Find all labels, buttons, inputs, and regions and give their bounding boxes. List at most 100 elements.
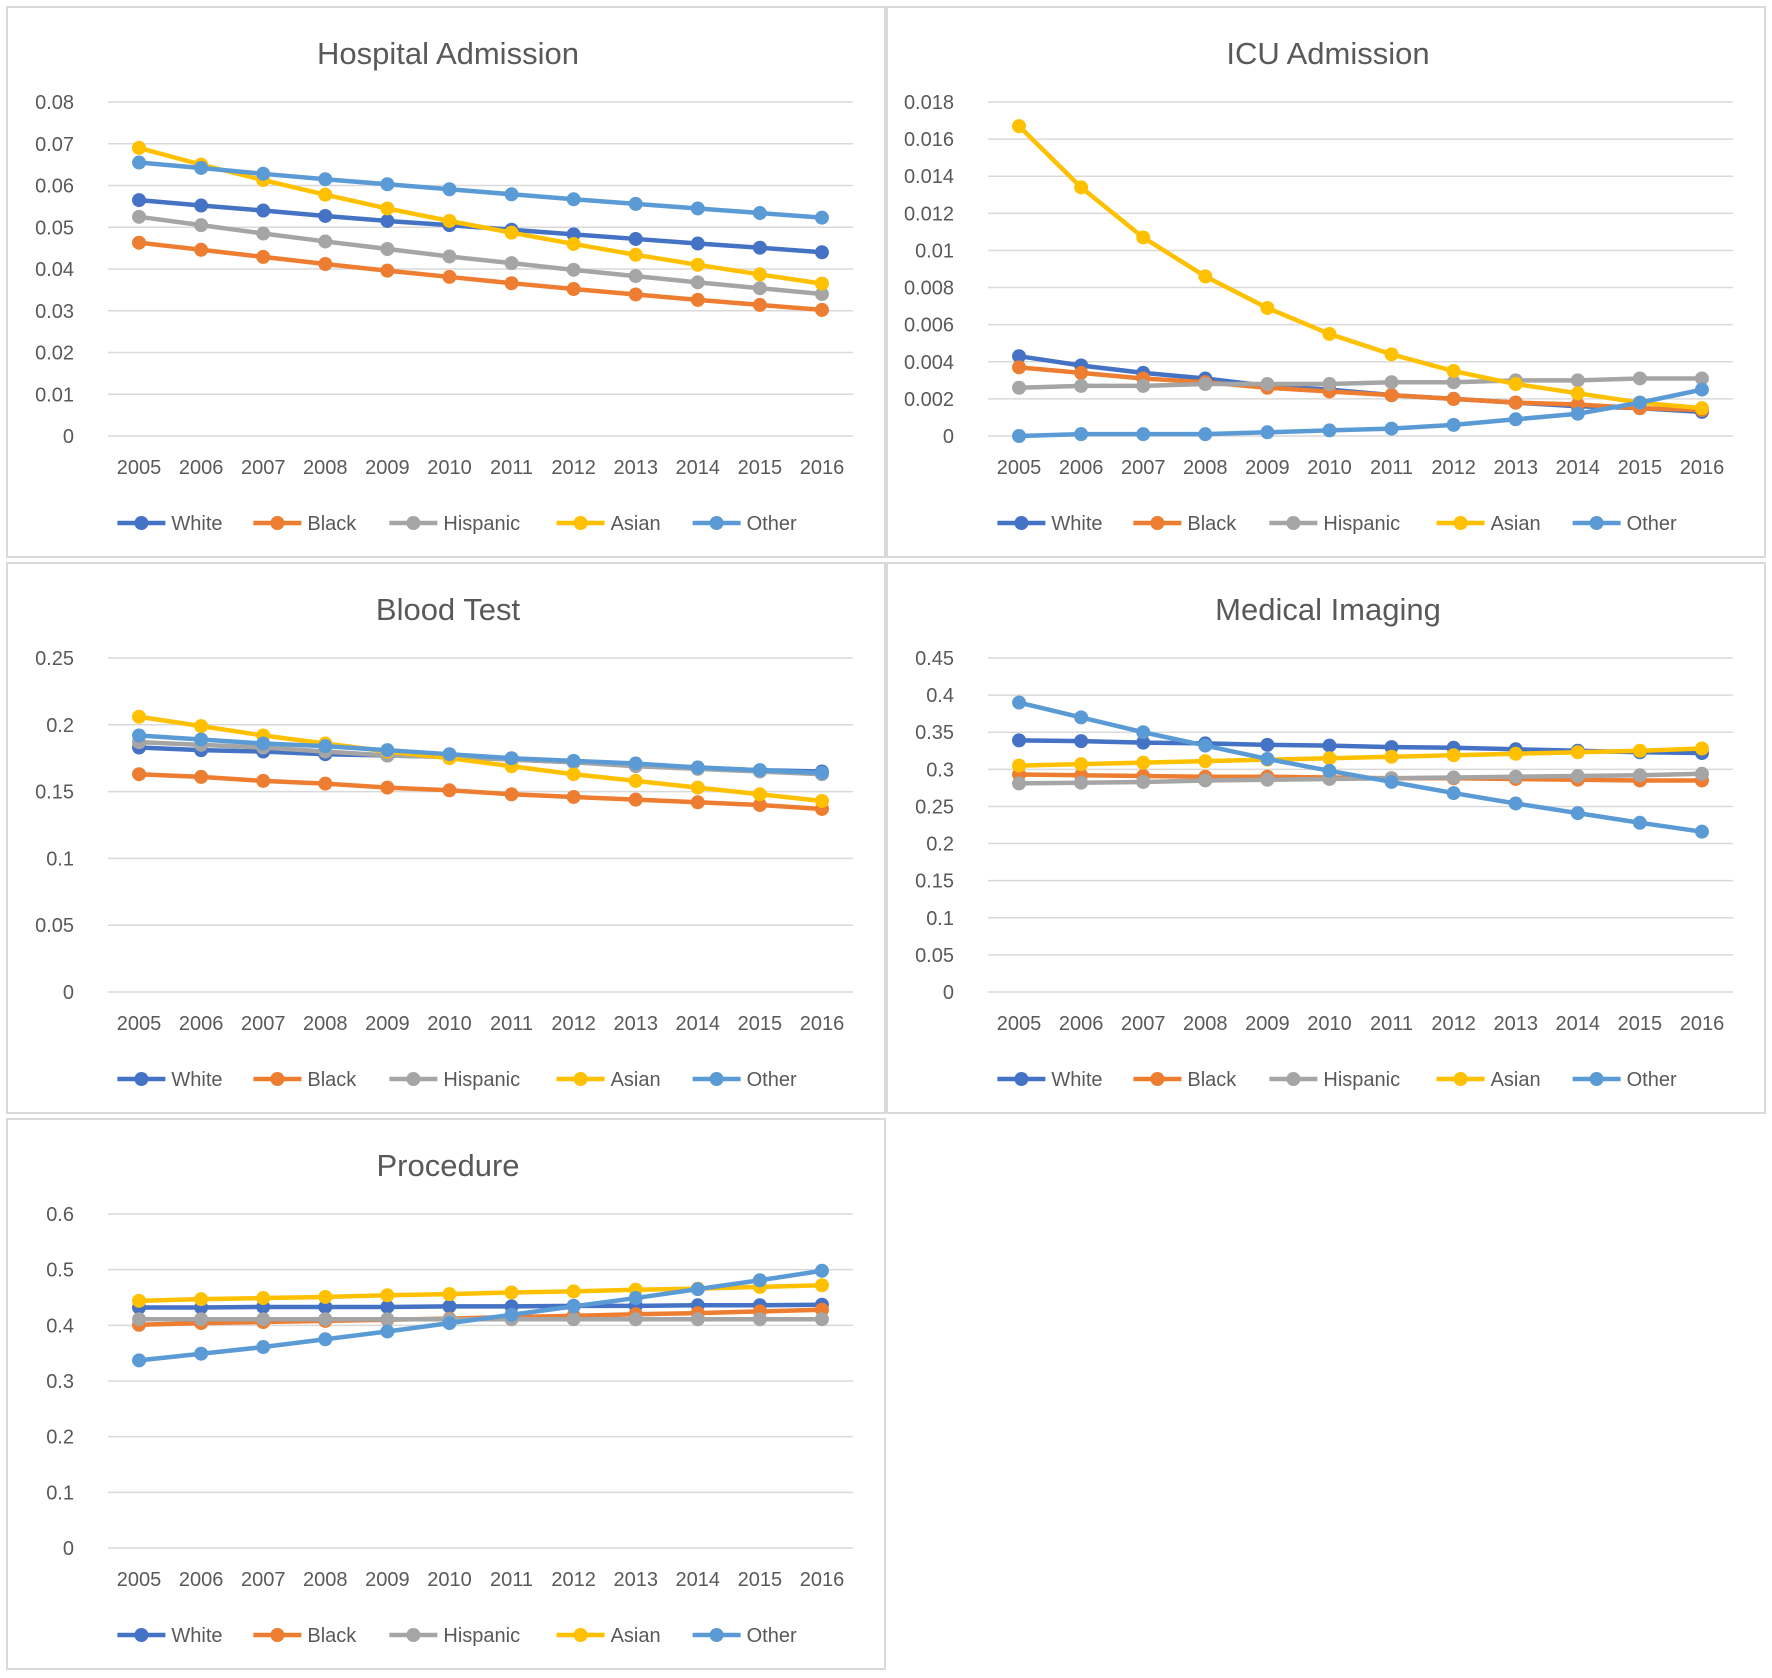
legend-label: Black xyxy=(1187,1069,1237,1091)
data-point-asian xyxy=(504,1285,519,1300)
legend-marker-icon xyxy=(406,1072,421,1086)
legend-marker-icon xyxy=(270,1628,285,1642)
chart-panel-hospital-admission: Hospital Admission 0 0.01 0.02 0.03 0.04 0.05 0… xyxy=(6,6,886,558)
series-line-black xyxy=(136,771,825,812)
legend-marker-icon xyxy=(134,516,149,530)
legend-item-black: Black xyxy=(1133,513,1237,535)
data-point-other xyxy=(1136,427,1151,442)
y-tick-label: 0.25 xyxy=(915,796,954,818)
x-tick-label: 2007 xyxy=(241,1569,286,1591)
data-point-asian xyxy=(1322,326,1337,341)
legend-item-asian: Asian xyxy=(556,1625,661,1647)
data-point-hispanic xyxy=(1570,373,1585,388)
data-point-black xyxy=(504,276,519,291)
data-point-hispanic xyxy=(1322,377,1337,392)
data-point-white xyxy=(1012,349,1027,364)
data-point-other xyxy=(132,155,147,170)
data-point-other xyxy=(1322,423,1337,438)
y-tick-label: 0.15 xyxy=(915,871,954,893)
series-other xyxy=(132,155,829,225)
data-point-hispanic xyxy=(194,218,209,233)
data-point-asian xyxy=(752,267,767,282)
data-point-asian xyxy=(318,1289,333,1304)
x-tick-label: 2006 xyxy=(179,1013,224,1035)
data-point-other xyxy=(1632,815,1647,830)
data-point-hispanic xyxy=(1446,770,1461,785)
data-point-asian xyxy=(1508,746,1523,761)
data-point-other xyxy=(1632,395,1647,410)
legend-marker-icon xyxy=(270,1072,285,1086)
x-tick-label: 2008 xyxy=(1183,1013,1228,1035)
chart-title: Blood Test xyxy=(376,592,521,627)
data-point-other xyxy=(318,1332,333,1347)
data-point-other xyxy=(1508,412,1523,427)
data-point-asian xyxy=(380,201,395,216)
data-point-black xyxy=(256,249,271,264)
legend-item-other: Other xyxy=(1572,1069,1677,1091)
data-point-black xyxy=(442,783,457,798)
data-point-hispanic xyxy=(380,1312,395,1327)
legend-item-other: Other xyxy=(692,513,797,535)
data-point-hispanic xyxy=(814,1312,829,1327)
x-tick-label: 2012 xyxy=(551,457,596,479)
data-point-hispanic xyxy=(1694,371,1709,386)
data-point-hispanic xyxy=(256,226,271,241)
series-asian xyxy=(1012,741,1709,773)
data-point-white xyxy=(194,198,209,213)
series-white xyxy=(132,1297,829,1315)
chart-title: Hospital Admission xyxy=(317,36,579,71)
data-point-white xyxy=(566,227,581,242)
data-point-asian xyxy=(628,247,643,262)
data-point-black xyxy=(752,797,767,812)
data-point-asian xyxy=(1012,119,1027,134)
legend-marker-icon xyxy=(709,516,724,530)
y-tick-label: 0.5 xyxy=(46,1260,74,1282)
y-tick-label: 0.05 xyxy=(35,915,74,937)
series-line-hispanic xyxy=(136,214,825,297)
data-point-other xyxy=(1260,751,1275,766)
y-tick-label: 0.06 xyxy=(35,176,74,198)
y-tick-label: 0.2 xyxy=(46,1427,74,1449)
x-tick-label: 2005 xyxy=(997,457,1041,479)
legend-label: Asian xyxy=(1491,513,1541,535)
x-tick-label: 2009 xyxy=(365,457,410,479)
data-point-other xyxy=(194,732,209,747)
data-point-black xyxy=(194,242,209,257)
data-point-asian xyxy=(132,140,147,155)
legend-marker-icon xyxy=(1453,516,1468,530)
data-point-other xyxy=(1012,429,1027,443)
series-black xyxy=(132,235,829,317)
data-point-other xyxy=(1384,421,1399,436)
x-tick-label: 2007 xyxy=(1121,1013,1166,1035)
data-point-hispanic xyxy=(1198,773,1213,788)
data-point-asian xyxy=(1198,754,1213,769)
x-tick-label: 2012 xyxy=(1431,457,1476,479)
data-point-hispanic xyxy=(132,1312,147,1327)
y-tick-label: 0.04 xyxy=(35,259,74,281)
y-tick-label: 0.004 xyxy=(904,352,954,374)
y-tick-label: 0.008 xyxy=(904,278,954,300)
legend-item-other: Other xyxy=(1572,513,1677,535)
x-tick-label: 2014 xyxy=(676,1569,721,1591)
data-point-other xyxy=(1694,382,1709,397)
data-point-hispanic xyxy=(1260,377,1275,392)
y-tick-label: 0.4 xyxy=(46,1315,74,1337)
legend-label: Other xyxy=(1627,1069,1677,1091)
x-tick-label: 2008 xyxy=(303,1569,348,1591)
data-point-hispanic xyxy=(1632,768,1647,783)
y-tick-label: 0.01 xyxy=(915,240,954,262)
series-line-asian xyxy=(136,145,825,286)
data-point-asian xyxy=(1694,741,1709,756)
data-point-other xyxy=(194,1346,209,1361)
data-point-asian xyxy=(256,1291,271,1306)
legend-label: White xyxy=(171,513,222,535)
y-tick-label: 0.002 xyxy=(904,389,954,411)
data-point-asian xyxy=(1694,401,1709,416)
data-point-asian xyxy=(566,236,581,251)
y-tick-label: 0.018 xyxy=(904,92,954,114)
y-tick-label: 0 xyxy=(943,982,954,1004)
data-point-hispanic xyxy=(1446,375,1461,390)
legend-item-white: White xyxy=(117,1625,223,1647)
chart-title: ICU Admission xyxy=(1226,36,1429,71)
legend-label: Asian xyxy=(611,1625,661,1647)
